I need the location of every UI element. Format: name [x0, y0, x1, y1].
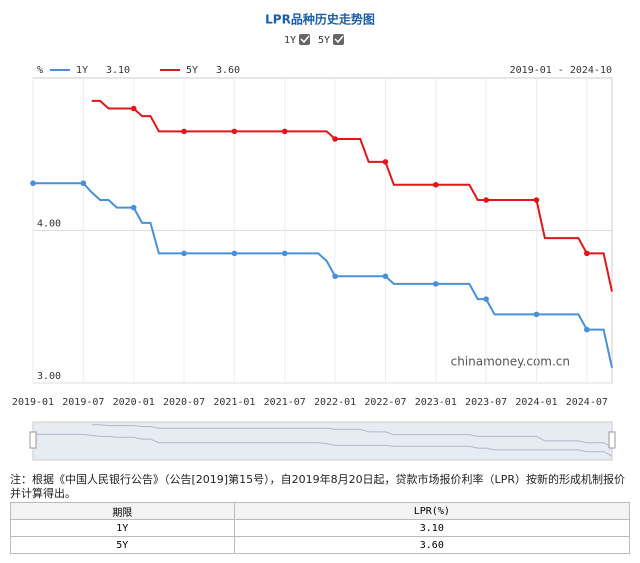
x-tick-label: 2020-07: [163, 397, 205, 408]
point[interactable]: [80, 180, 87, 187]
series-line: [33, 182, 613, 368]
point[interactable]: [382, 159, 389, 165]
point[interactable]: [483, 197, 489, 203]
point[interactable]: [130, 105, 137, 112]
point[interactable]: [432, 281, 439, 287]
x-tick-label: 2022-07: [364, 397, 406, 408]
navigator[interactable]: [32, 421, 613, 461]
navigator-line: [91, 424, 613, 448]
toggle-check[interactable]: [300, 35, 310, 44]
point[interactable]: [584, 326, 590, 333]
x-tick-label: 2019-07: [62, 397, 104, 408]
point[interactable]: [332, 136, 338, 142]
toggle-label[interactable]: 5Y: [318, 35, 330, 46]
note: 注：根据《中国人民银行公告》（公告[2019]第15号），自2019年8月20日…: [10, 473, 625, 500]
point[interactable]: [332, 273, 338, 280]
legend-value[interactable]: 3.10: [106, 65, 130, 76]
point[interactable]: [281, 250, 288, 257]
table: 期限 LPR(%) 1Y 3.10 5Y 3.60: [10, 502, 631, 554]
x-tick-label: 2022-01: [314, 397, 356, 408]
toggle-checkbox[interactable]: [299, 34, 310, 45]
navigator-handle[interactable]: [29, 431, 37, 449]
point[interactable]: [181, 250, 187, 257]
legend-label[interactable]: 5Y: [186, 65, 198, 76]
point[interactable]: [231, 128, 238, 135]
chart-title: LPR品种历史走势图: [265, 12, 375, 27]
x-tick-label: 2024-07: [566, 397, 608, 408]
table-cell: 1Y: [10, 519, 235, 537]
table-header: 期限: [10, 502, 235, 520]
x-tick-label: 2023-01: [415, 397, 457, 408]
toggle-label[interactable]: 1Y: [284, 35, 296, 46]
point[interactable]: [483, 296, 489, 302]
point[interactable]: [231, 250, 238, 257]
point[interactable]: [181, 128, 187, 135]
legend-label[interactable]: 1Y: [76, 65, 88, 76]
x-tick-label: 2021-07: [264, 397, 306, 408]
series-line: [91, 99, 613, 292]
watermark: chinamoney.com.cn: [451, 355, 570, 369]
y-tick-label: 4.00: [37, 219, 61, 230]
point[interactable]: [432, 181, 439, 188]
x-tick-label: 2020-01: [113, 397, 155, 408]
navigator-line: [33, 433, 613, 457]
navigator-handle[interactable]: [608, 431, 616, 449]
table-cell: 3.10: [233, 519, 631, 537]
legend-value[interactable]: 3.60: [216, 65, 240, 76]
point[interactable]: [584, 250, 590, 257]
point[interactable]: [281, 128, 288, 135]
table-cell: 5Y: [10, 536, 235, 554]
x-tick-label: 2023-07: [465, 397, 507, 408]
point[interactable]: [382, 273, 389, 280]
x-tick-label: 2024-01: [515, 397, 557, 408]
chart: LPR品种历史走势图 % 2019-01 - 2024-10 chinamone…: [12, 12, 616, 461]
table-header: LPR(%): [233, 502, 631, 520]
unit-label: %: [37, 65, 43, 76]
range-label: 2019-01 - 2024-10: [510, 65, 612, 76]
table-cell: 3.60: [233, 536, 631, 554]
point[interactable]: [130, 204, 137, 211]
y-tick-label: 3.00: [37, 371, 61, 382]
point[interactable]: [533, 197, 540, 203]
point[interactable]: [533, 311, 540, 318]
x-tick-label: 2021-01: [213, 397, 255, 408]
toggle-check[interactable]: [334, 35, 344, 44]
x-tick-label: 2019-01: [12, 397, 54, 408]
point[interactable]: [30, 180, 36, 187]
toggle-checkbox[interactable]: [333, 34, 344, 45]
